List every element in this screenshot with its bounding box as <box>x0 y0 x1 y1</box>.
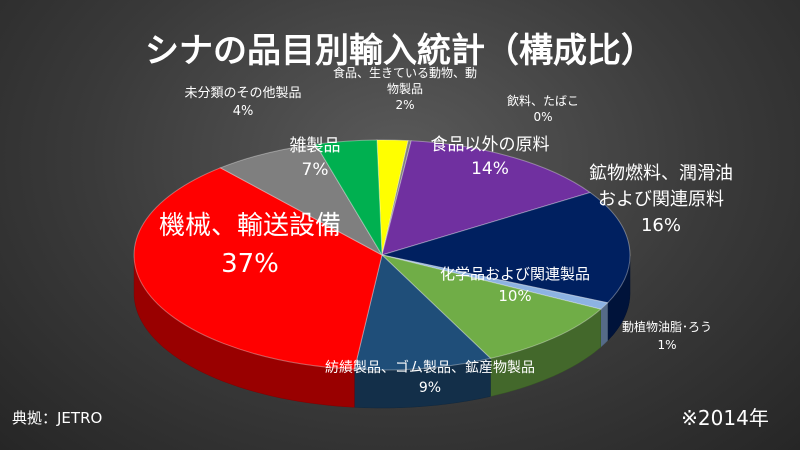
slice-category-label: 物製品 <box>387 82 423 96</box>
pie-label-6: 紡績製品、ゴム製品、鉱産物製品 9% <box>325 359 535 396</box>
slice-value-label: 0% <box>533 110 552 124</box>
pie-label-5: 化学品および関連製品 10% <box>440 265 590 305</box>
slice-value-label: 16% <box>641 215 681 236</box>
slice-value-label: 37% <box>221 249 279 279</box>
pie-label-4: 動植物油脂･ろう 1% <box>622 319 712 352</box>
slice-category-label: 機械、輸送設備 <box>159 211 341 241</box>
source-note: 典拠：JETRO <box>12 409 102 427</box>
chart-title: シナの品目別輸入統計（構成比） <box>145 31 655 71</box>
pie-depth <box>133 256 631 409</box>
slice-category-label: 食品、生きている動物、動 <box>333 65 477 80</box>
pie-label-8: 雑製品 7% <box>290 136 341 180</box>
pie-slice-8 <box>219 143 384 257</box>
pie-slice-9 <box>314 139 383 256</box>
slice-value-label: 2% <box>395 98 414 112</box>
year-note: ※2014年 <box>681 406 769 430</box>
pie-slice-1 <box>381 140 412 256</box>
slice-category-label: 化学品および関連製品 <box>440 265 590 283</box>
pie-label-2: 食品以外の原料 14% <box>431 135 550 179</box>
pie-slice-2 <box>381 140 592 256</box>
slice-category-label: 動植物油脂･ろう <box>622 319 712 334</box>
pie-side-7 <box>133 258 355 408</box>
slice-category-label: 鉱物燃料、潤滑油 <box>589 163 733 184</box>
slice-category-label: 紡績製品、ゴム製品、鉱産物製品 <box>325 359 535 376</box>
slice-category-label: 食品以外の原料 <box>431 135 550 155</box>
slice-value-label: 9% <box>419 380 441 396</box>
pie-slice-4 <box>381 254 609 310</box>
slice-value-label: 1% <box>657 338 676 352</box>
pie-top <box>133 139 631 371</box>
pie-label-7: 機械、輸送設備 37% <box>159 211 341 279</box>
slice-value-label: 7% <box>302 160 329 180</box>
slice-category-label: および関連原料 <box>598 189 724 210</box>
pie-slice-0 <box>376 139 409 256</box>
slice-value-label: 4% <box>233 104 254 119</box>
pie-slice-3 <box>381 191 631 304</box>
slice-category-label: 未分類のその他製品 <box>184 86 301 101</box>
slice-category-label: 飲料、たばこ <box>507 93 579 108</box>
pie-slice-6 <box>353 254 492 371</box>
pie-label-9: 未分類のその他製品 4% <box>184 86 301 119</box>
pie-slice-5 <box>380 254 602 359</box>
slice-value-label: 10% <box>498 287 531 305</box>
slice-category-label: 雑製品 <box>290 136 341 156</box>
slice-value-label: 14% <box>471 159 509 179</box>
pie-side-4 <box>600 302 608 348</box>
pie-label-1: 飲料、たばこ 0% <box>507 93 579 124</box>
pie-slice-7 <box>133 167 383 370</box>
